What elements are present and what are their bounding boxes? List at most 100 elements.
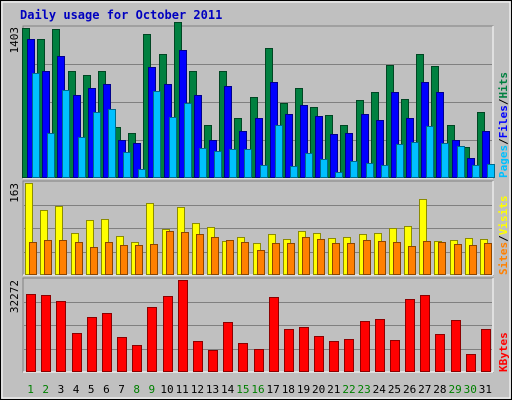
panel-middle-legend: Sites/Visits [497, 196, 510, 276]
bar-kbytes-day-18 [284, 329, 294, 372]
x-tick-label: 16 [251, 383, 264, 396]
legend-separator: / [497, 138, 510, 145]
bar-files-day-24 [376, 120, 384, 178]
bar-pages-day-22 [350, 161, 358, 178]
bar-pages-day-10 [169, 117, 177, 178]
bar-sites-day-28 [438, 242, 446, 275]
legend-separator: / [497, 98, 510, 105]
bar-pages-day-11 [184, 103, 192, 178]
bar-files-day-25 [391, 92, 399, 178]
panel-bottom-ymax-label: 32272 [8, 280, 21, 313]
bar-sites-day-15 [241, 242, 249, 275]
bar-pages-day-23 [366, 163, 374, 178]
bar-kbytes-day-13 [208, 350, 218, 372]
x-tick-label: 21 [327, 383, 340, 396]
x-tick-label: 18 [282, 383, 295, 396]
bar-kbytes-day-4 [72, 333, 82, 372]
bar-kbytes-day-28 [435, 334, 445, 372]
bar-sites-day-19 [302, 237, 310, 275]
bar-pages-day-12 [199, 148, 207, 178]
bar-sites-day-9 [150, 244, 158, 275]
bar-sites-day-13 [211, 237, 219, 275]
bar-pages-day-1 [32, 73, 40, 178]
x-tick-label: 19 [297, 383, 310, 396]
bar-pages-day-6 [108, 109, 116, 178]
x-tick-label: 5 [88, 383, 95, 396]
bar-kbytes-day-6 [102, 313, 112, 372]
chart-panels: 1403Pages/Files/Hits163Sites/Visits32272… [8, 22, 510, 373]
bar-kbytes-day-14 [223, 322, 233, 372]
bar-files-day-31 [482, 131, 490, 178]
bar-pages-day-9 [153, 91, 161, 178]
bar-files-day-21 [330, 134, 338, 178]
x-tick-label: 8 [133, 383, 140, 396]
bar-sites-day-17 [272, 243, 280, 275]
bar-pages-day-31 [487, 164, 495, 178]
legend-kbytes: KBytes [497, 332, 510, 372]
bar-pages-day-2 [47, 133, 55, 178]
x-tick-label: 9 [149, 383, 156, 396]
x-tick-label: 25 [388, 383, 401, 396]
x-tick-label: 29 [448, 383, 461, 396]
legend-hits: Hits [497, 72, 510, 99]
bar-kbytes-day-8 [132, 345, 142, 372]
bar-pages-day-7 [123, 152, 131, 178]
bar-files-day-23 [361, 114, 369, 178]
bar-sites-day-16 [257, 250, 265, 275]
bar-pages-day-21 [335, 172, 343, 178]
bar-files-day-2 [42, 71, 50, 178]
bar-files-day-16 [255, 118, 263, 178]
bar-kbytes-day-7 [117, 337, 127, 372]
chart-title: Daily usage for October 2011 [20, 8, 222, 22]
x-tick-label: 30 [464, 383, 477, 396]
bar-files-day-28 [436, 92, 444, 178]
x-tick-label: 28 [433, 383, 446, 396]
bar-kbytes-day-29 [451, 320, 461, 372]
panel-middle: 163 Sites/Visits [8, 180, 510, 276]
bar-kbytes-day-25 [390, 340, 400, 372]
bar-sites-day-3 [59, 240, 67, 275]
bar-pages-day-25 [396, 144, 404, 178]
bar-sites-day-18 [287, 243, 295, 275]
x-tick-label: 11 [176, 383, 189, 396]
legend-sites: Sites [497, 242, 510, 275]
bar-pages-day-14 [229, 149, 237, 178]
bar-sites-day-7 [120, 245, 128, 275]
legend-files: Files [497, 105, 510, 138]
bar-pages-day-26 [411, 142, 419, 178]
bar-kbytes-day-19 [299, 327, 309, 372]
x-tick-label: 22 [342, 383, 355, 396]
bar-pages-day-20 [320, 159, 328, 178]
x-tick-label: 3 [58, 383, 65, 396]
bar-kbytes-day-12 [193, 341, 203, 372]
bar-files-day-18 [285, 114, 293, 178]
bar-sites-day-26 [408, 246, 416, 275]
x-axis-labels: 1 2 3 4 5 6 7 8 9 10 11 12 13 14 15 16 17 18 19 20 21 22 23 24 2… [27, 383, 492, 396]
bar-sites-day-29 [454, 244, 462, 275]
bar-sites-day-11 [181, 232, 189, 275]
bar-kbytes-day-26 [405, 299, 415, 372]
panel-bottom-legend: KBytes [497, 332, 510, 372]
bar-files-day-12 [194, 95, 202, 178]
bar-sites-day-24 [378, 241, 386, 275]
bar-files-day-19 [300, 105, 308, 178]
x-tick-label: 20 [312, 383, 325, 396]
bar-kbytes-day-31 [481, 329, 491, 372]
bar-sites-day-20 [317, 239, 325, 275]
bar-files-day-20 [315, 116, 323, 178]
bar-files-day-8 [133, 143, 141, 178]
bar-kbytes-day-22 [344, 339, 354, 372]
bar-kbytes-day-9 [147, 307, 157, 372]
bar-sites-day-30 [469, 245, 477, 275]
bar-sites-day-4 [75, 242, 83, 275]
bar-kbytes-day-3 [56, 301, 66, 372]
bar-sites-day-8 [135, 245, 143, 275]
bar-kbytes-day-16 [254, 349, 264, 372]
bar-kbytes-day-1 [26, 294, 36, 372]
bar-pages-day-5 [93, 112, 101, 178]
bar-kbytes-day-20 [314, 336, 324, 372]
bar-kbytes-day-15 [238, 343, 248, 372]
x-tick-label: 17 [267, 383, 280, 396]
x-tick-label: 10 [160, 383, 173, 396]
